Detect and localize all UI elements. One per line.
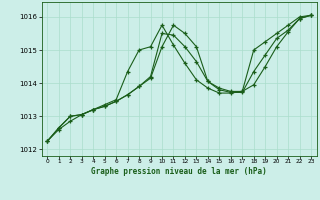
X-axis label: Graphe pression niveau de la mer (hPa): Graphe pression niveau de la mer (hPa) [91,167,267,176]
